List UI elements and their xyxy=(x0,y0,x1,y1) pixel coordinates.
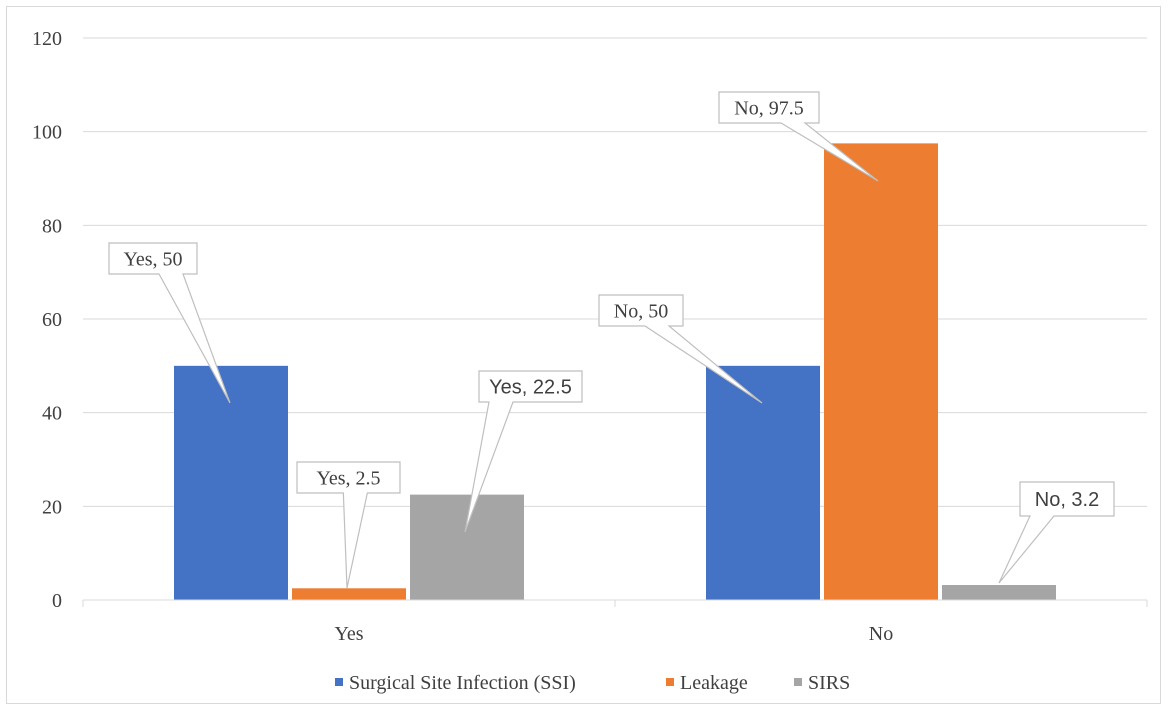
legend-label: Leakage xyxy=(680,672,748,694)
legend-label: SIRS xyxy=(808,672,850,694)
y-tick-label: 120 xyxy=(32,28,62,50)
data-label-callout-box xyxy=(464,370,583,533)
data-label: No, 3.2 xyxy=(998,481,1115,584)
y-tick-label: 20 xyxy=(42,496,62,518)
bar xyxy=(292,588,406,600)
y-tick-label: 60 xyxy=(42,309,62,331)
data-label: Yes, 50 xyxy=(108,242,231,404)
data-label-callout-box xyxy=(108,242,231,404)
x-category-label: Yes xyxy=(334,623,363,645)
y-tick-label: 100 xyxy=(32,122,62,144)
data-label-text: No, 3.2 xyxy=(1035,489,1099,511)
legend-swatch xyxy=(666,678,674,686)
legend-swatch xyxy=(335,678,343,686)
data-label-callouts: Yes, 50 Yes, 2.5 Yes, 22.5 No, 50 No, 97.5 No… xyxy=(108,91,1115,589)
data-label-callout-box xyxy=(598,294,763,404)
data-label-text: Yes, 2.5 xyxy=(316,468,380,490)
data-label-callout-box xyxy=(718,91,879,182)
data-label: No, 97.5 xyxy=(718,91,879,182)
bar xyxy=(706,365,820,600)
data-label-text: Yes, 50 xyxy=(123,249,182,271)
data-label-callout-box xyxy=(998,481,1115,584)
x-axis xyxy=(82,599,1148,607)
x-category-label: No xyxy=(869,623,893,645)
data-label-text: Yes, 22.5 xyxy=(489,377,572,399)
data-label-text: No, 97.5 xyxy=(734,98,803,120)
legend-swatch xyxy=(794,678,802,686)
legend-item: Leakage xyxy=(666,672,748,694)
legend-label: Surgical Site Infection (SSI) xyxy=(349,672,576,694)
bar xyxy=(942,585,1056,600)
legend: Surgical Site Infection (SSI) Leakage SIRS xyxy=(335,672,850,694)
y-tick-label: 80 xyxy=(42,215,62,237)
bars xyxy=(174,143,1056,600)
x-axis-category-labels: Yes No xyxy=(334,623,893,645)
data-label: Yes, 22.5 xyxy=(464,370,583,533)
legend-item: Surgical Site Infection (SSI) xyxy=(335,672,576,694)
data-label: Yes, 2.5 xyxy=(296,461,401,589)
y-axis-tick-labels: 0 20 40 60 80 100 120 xyxy=(32,28,62,612)
data-label: No, 50 xyxy=(598,294,763,404)
data-label-callout-box xyxy=(296,461,401,589)
bar xyxy=(174,365,288,600)
data-label-text: No, 50 xyxy=(614,301,668,323)
bar xyxy=(410,494,524,600)
legend-item: SIRS xyxy=(794,672,850,694)
bar xyxy=(824,143,938,600)
y-tick-label: 0 xyxy=(52,590,62,612)
y-tick-label: 40 xyxy=(42,403,62,425)
